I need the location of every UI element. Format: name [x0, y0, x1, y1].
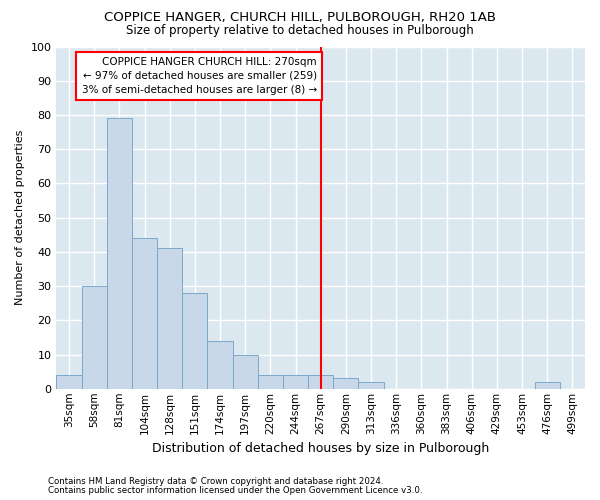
X-axis label: Distribution of detached houses by size in Pulborough: Distribution of detached houses by size … — [152, 442, 490, 455]
Bar — [535, 382, 560, 389]
Bar — [107, 118, 132, 389]
Bar — [56, 375, 82, 389]
Bar — [182, 293, 208, 389]
Bar — [308, 375, 333, 389]
Bar — [132, 238, 157, 389]
Text: Size of property relative to detached houses in Pulborough: Size of property relative to detached ho… — [126, 24, 474, 37]
Text: Contains HM Land Registry data © Crown copyright and database right 2024.: Contains HM Land Registry data © Crown c… — [48, 477, 383, 486]
Bar — [233, 354, 258, 389]
Bar — [208, 341, 233, 389]
Bar — [358, 382, 383, 389]
Text: Contains public sector information licensed under the Open Government Licence v3: Contains public sector information licen… — [48, 486, 422, 495]
Bar — [333, 378, 358, 389]
Y-axis label: Number of detached properties: Number of detached properties — [15, 130, 25, 306]
Bar — [283, 375, 308, 389]
Bar — [258, 375, 283, 389]
Bar — [157, 248, 182, 389]
Text: COPPICE HANGER, CHURCH HILL, PULBOROUGH, RH20 1AB: COPPICE HANGER, CHURCH HILL, PULBOROUGH,… — [104, 11, 496, 24]
Text: COPPICE HANGER CHURCH HILL: 270sqm
← 97% of detached houses are smaller (259)
3%: COPPICE HANGER CHURCH HILL: 270sqm ← 97%… — [82, 57, 317, 95]
Bar — [82, 286, 107, 389]
